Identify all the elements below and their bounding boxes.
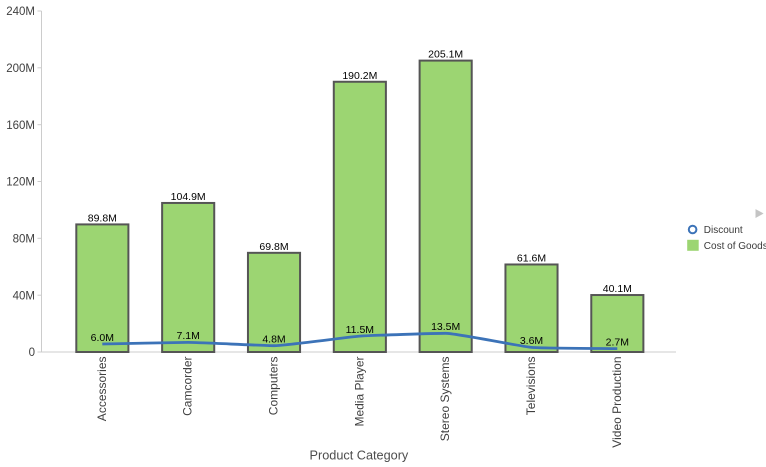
svg-text:3.6M: 3.6M [520,335,543,347]
svg-text:69.8M: 69.8M [259,241,288,253]
svg-text:80M: 80M [13,233,35,245]
svg-text:13.5M: 13.5M [431,321,460,333]
svg-text:4.8M: 4.8M [262,334,285,346]
svg-text:Camcorder: Camcorder [181,357,195,416]
svg-text:11.5M: 11.5M [346,324,374,336]
svg-text:240M: 240M [6,6,35,18]
svg-text:205.1M: 205.1M [428,49,463,61]
svg-text:Cost of Goods: Cost of Goods [704,241,766,252]
svg-text:120M: 120M [6,177,35,189]
svg-text:Computers: Computers [267,357,281,416]
svg-text:0: 0 [29,347,35,359]
svg-text:7.1M: 7.1M [177,330,200,342]
svg-text:Accessories: Accessories [95,357,109,422]
svg-text:2.7M: 2.7M [606,337,629,349]
svg-text:104.9M: 104.9M [171,191,206,203]
svg-text:Media Player: Media Player [352,356,366,426]
svg-text:89.8M: 89.8M [88,212,117,224]
svg-text:Discount: Discount [704,225,743,236]
svg-text:40.1M: 40.1M [603,283,632,295]
svg-text:160M: 160M [6,120,35,132]
svg-text:Televisions: Televisions [524,357,538,416]
svg-text:40M: 40M [13,290,35,302]
svg-text:6.0M: 6.0M [91,332,114,344]
svg-text:190.2M: 190.2M [342,70,377,82]
svg-text:Product Category: Product Category [310,449,409,463]
svg-text:61.6M: 61.6M [517,253,546,265]
svg-text:Video Production: Video Production [610,357,624,448]
svg-text:Stereo Systems: Stereo Systems [438,357,452,442]
svg-text:200M: 200M [6,63,35,75]
